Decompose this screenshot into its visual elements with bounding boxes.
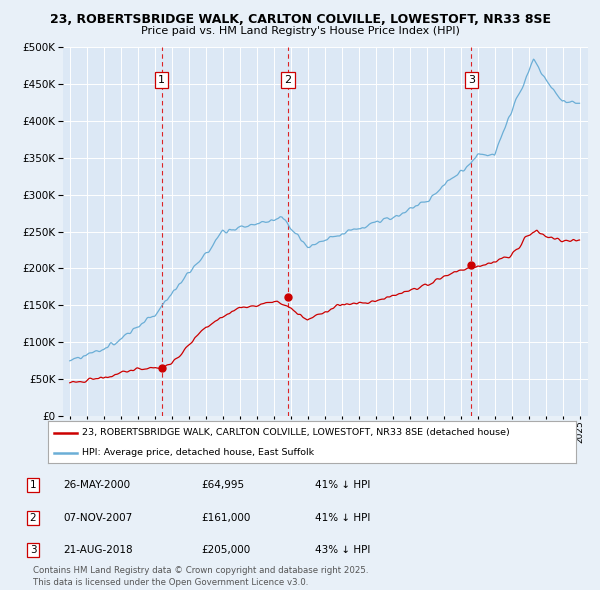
Text: 2: 2: [284, 76, 292, 86]
Text: 1: 1: [158, 76, 165, 86]
Text: 2: 2: [29, 513, 37, 523]
Text: 1: 1: [29, 480, 37, 490]
Point: [157, 363, 166, 373]
Text: 21-AUG-2018: 21-AUG-2018: [63, 545, 133, 555]
Text: 41% ↓ HPI: 41% ↓ HPI: [315, 480, 370, 490]
Text: 23, ROBERTSBRIDGE WALK, CARLTON COLVILLE, LOWESTOFT, NR33 8SE: 23, ROBERTSBRIDGE WALK, CARLTON COLVILLE…: [49, 13, 551, 26]
Text: 3: 3: [29, 545, 37, 555]
Text: 3: 3: [468, 76, 475, 86]
Text: 26-MAY-2000: 26-MAY-2000: [63, 480, 130, 490]
Text: 23, ROBERTSBRIDGE WALK, CARLTON COLVILLE, LOWESTOFT, NR33 8SE (detached house): 23, ROBERTSBRIDGE WALK, CARLTON COLVILLE…: [82, 428, 510, 437]
Text: Contains HM Land Registry data © Crown copyright and database right 2025.
This d: Contains HM Land Registry data © Crown c…: [33, 566, 368, 587]
Text: £161,000: £161,000: [201, 513, 250, 523]
Text: Price paid vs. HM Land Registry's House Price Index (HPI): Price paid vs. HM Land Registry's House …: [140, 26, 460, 36]
Text: 43% ↓ HPI: 43% ↓ HPI: [315, 545, 370, 555]
Text: 07-NOV-2007: 07-NOV-2007: [63, 513, 132, 523]
Text: 41% ↓ HPI: 41% ↓ HPI: [315, 513, 370, 523]
Text: £64,995: £64,995: [201, 480, 244, 490]
Point: [283, 293, 293, 302]
Point: [467, 260, 476, 270]
Text: £205,000: £205,000: [201, 545, 250, 555]
Text: HPI: Average price, detached house, East Suffolk: HPI: Average price, detached house, East…: [82, 448, 314, 457]
